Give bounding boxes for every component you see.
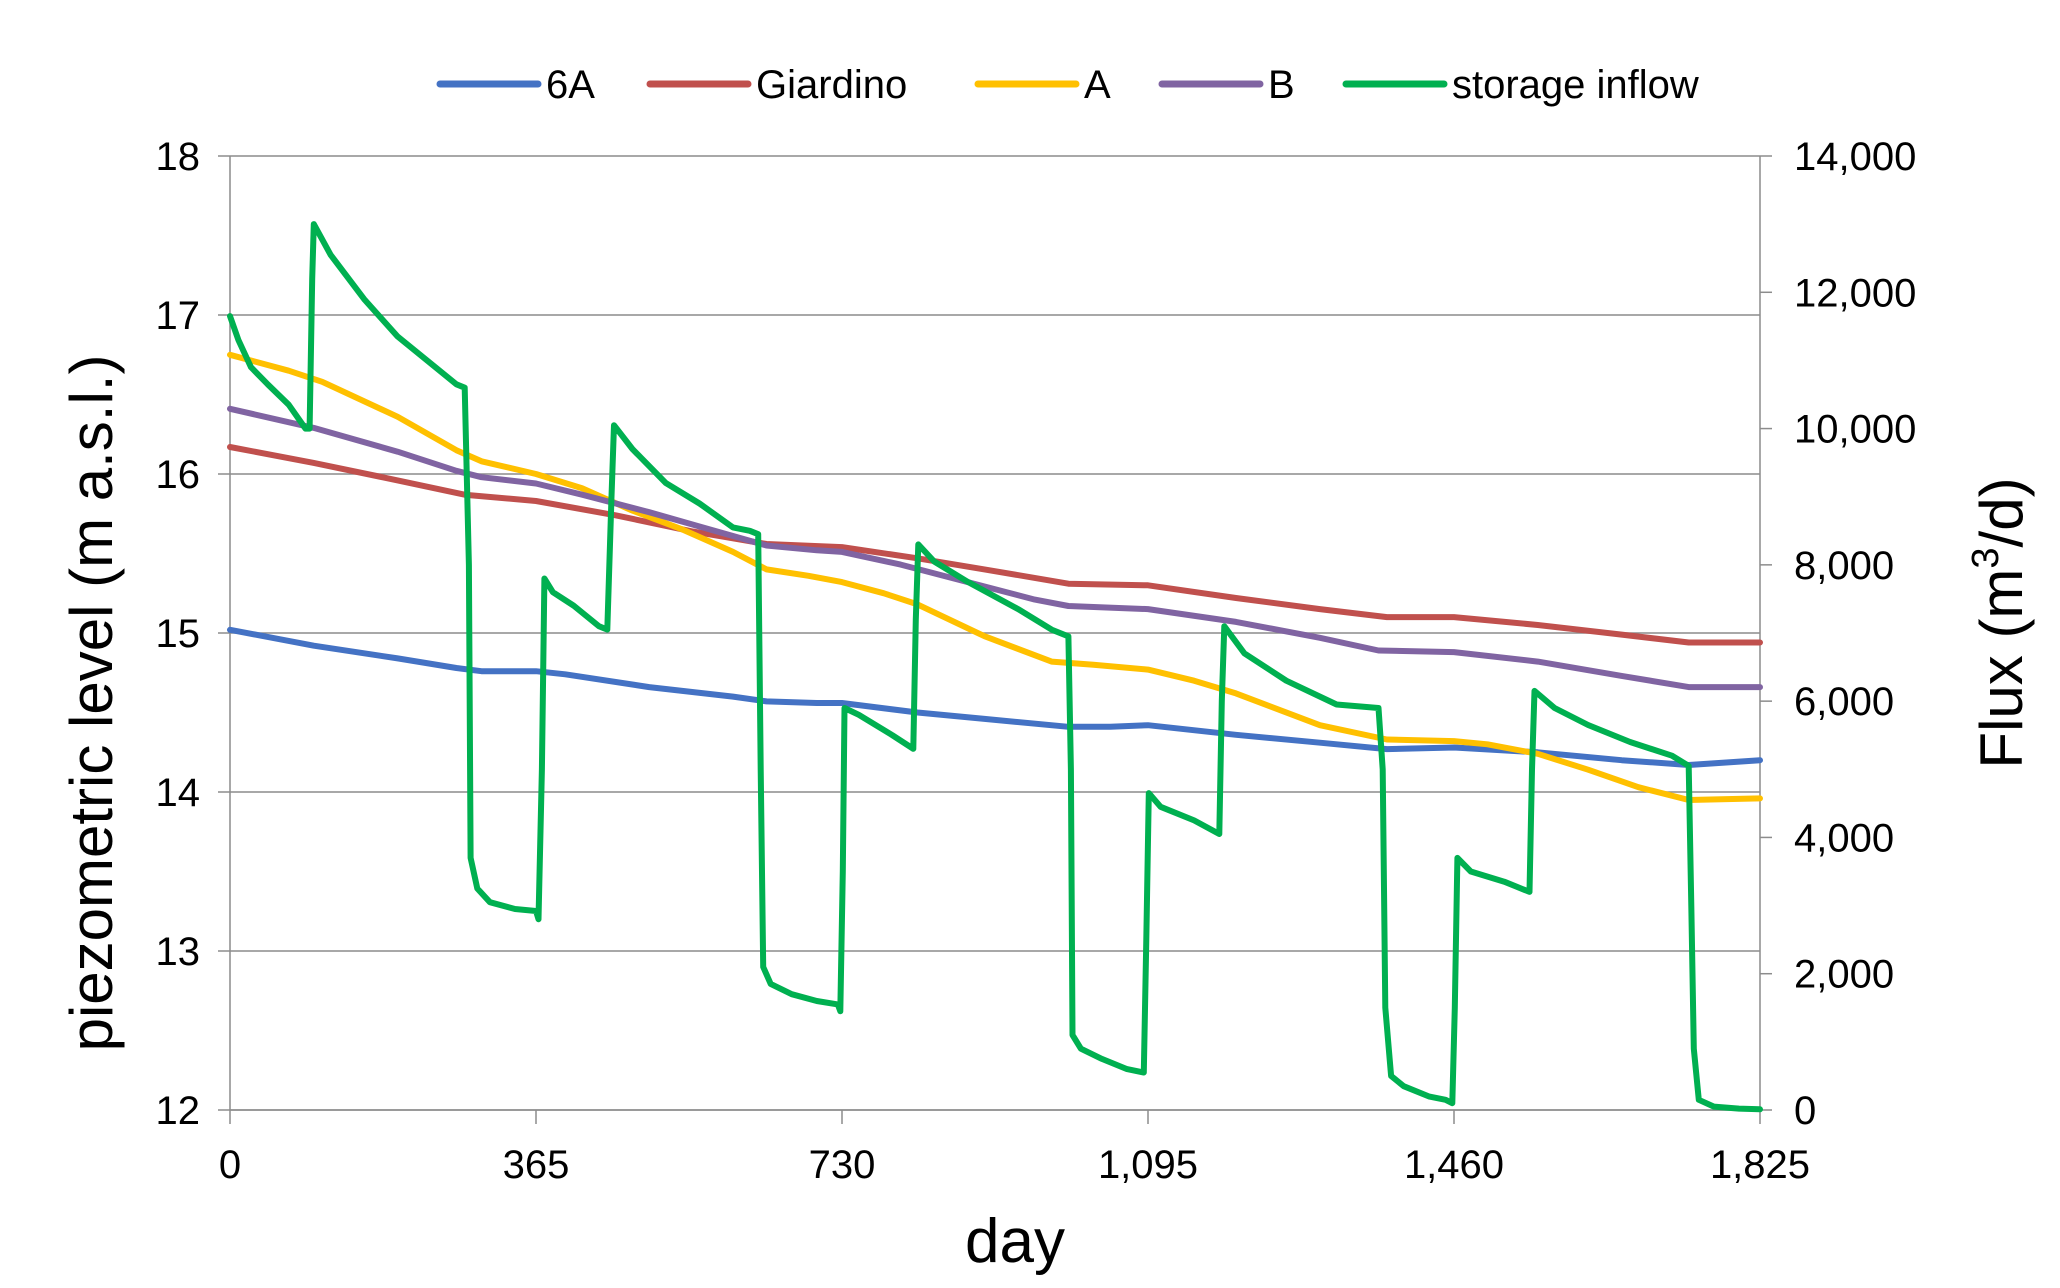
y2-axis-title: Flux (m3/d) (1965, 477, 2035, 768)
y2-tick-label: 6,000 (1794, 680, 1894, 724)
axes (218, 155, 1772, 1124)
series-line-storage-inflow (227, 221, 1763, 1113)
legend-label-b: B (1268, 63, 1295, 107)
x-tick-label: 1,095 (1098, 1143, 1198, 1187)
x-tick-label: 365 (503, 1143, 570, 1187)
y2-tick-label: 8,000 (1794, 544, 1894, 588)
y2-tick-label: 4,000 (1794, 816, 1894, 860)
axis-labels: 12 13 14 15 16 17 18 0 2,000 4,000 6,000 8,000 10,00… (58, 135, 2035, 1276)
y2-tick-label: 14,000 (1794, 135, 1916, 179)
series-line-6a (227, 626, 1763, 768)
legend-label-a: A (1084, 63, 1111, 107)
x-tick-label: 1,460 (1404, 1143, 1504, 1187)
legend-label-storage-inflow: storage inflow (1452, 63, 1699, 107)
y-tick-label: 17 (156, 294, 201, 338)
y2-tick-label: 2,000 (1794, 953, 1894, 997)
y2-tick-label: 10,000 (1794, 408, 1916, 452)
y2-tick-label: 0 (1794, 1089, 1816, 1133)
legend-label-6a: 6A (546, 63, 595, 107)
y-axis-title: piezometric level (m a.s.l.) (58, 355, 125, 1052)
y-tick-label: 18 (156, 135, 201, 179)
gridlines (230, 155, 1760, 1111)
y-tick-label: 13 (156, 930, 201, 974)
y-tick-label: 12 (156, 1089, 201, 1133)
y2-tick-label: 12,000 (1794, 271, 1916, 315)
y-tick-label: 14 (156, 771, 201, 815)
x-axis-title: day (965, 1207, 1065, 1276)
series-line-b (227, 405, 1763, 691)
x-tick-label: 730 (809, 1143, 876, 1187)
y-tick-label: 16 (156, 453, 201, 497)
x-tick-label: 1,825 (1710, 1143, 1810, 1187)
x-tick-label: 0 (219, 1143, 241, 1187)
y-tick-label: 15 (156, 612, 201, 656)
series-line-giardino (227, 444, 1763, 646)
legend-label-giardino: Giardino (756, 63, 907, 107)
series-lines (227, 221, 1763, 1113)
